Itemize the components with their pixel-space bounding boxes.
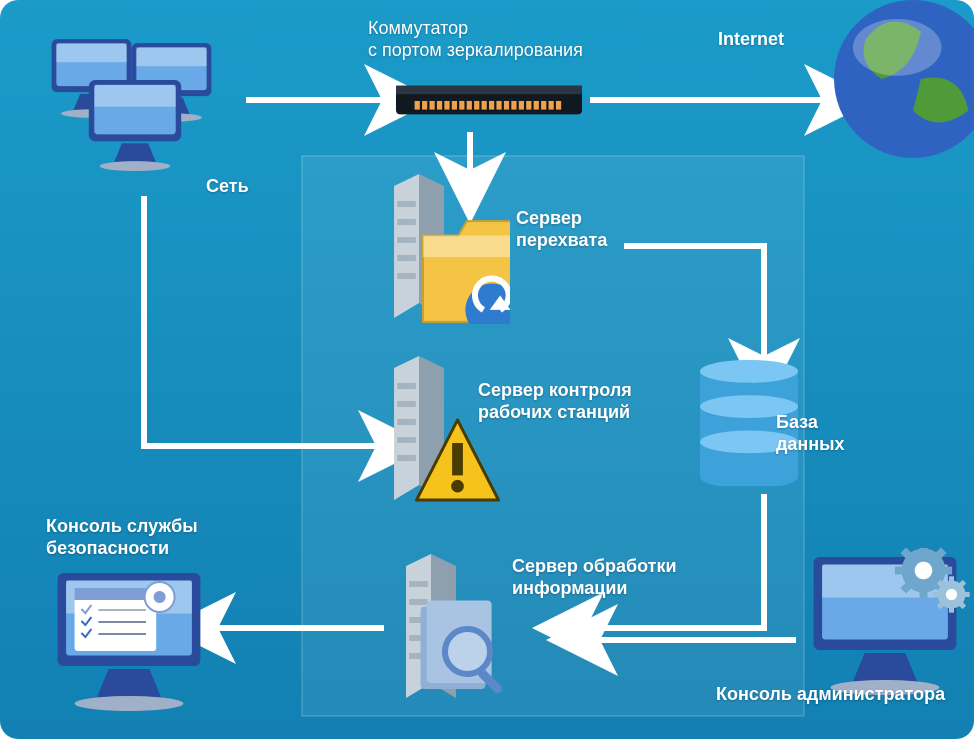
security-console-label: Консоль службыбезопасности xyxy=(46,516,198,559)
internet-label: Internet xyxy=(718,29,784,51)
workstation-server-label: Сервер контролярабочих станций xyxy=(478,380,632,423)
switch-label: Коммутатор с портом зеркалирования xyxy=(368,18,583,61)
workstations-icon xyxy=(36,34,246,189)
network-label: Сеть xyxy=(206,176,249,198)
capture-server-icon xyxy=(380,174,510,329)
admin-console-label: Консоль администратора xyxy=(716,684,945,706)
security-console-icon xyxy=(44,564,214,719)
globe-icon xyxy=(834,0,974,163)
diagram-stage: Коммутатор с портом зеркалирования Inter… xyxy=(0,0,974,739)
processing-server-label: Сервер обработкиинформации xyxy=(512,556,677,599)
network-switch-icon xyxy=(396,76,582,129)
processing-server-icon xyxy=(392,554,522,709)
admin-console-icon xyxy=(800,548,970,703)
capture-server-label: Серверперехвата xyxy=(516,208,607,251)
database-label: Базаданных xyxy=(776,412,845,455)
